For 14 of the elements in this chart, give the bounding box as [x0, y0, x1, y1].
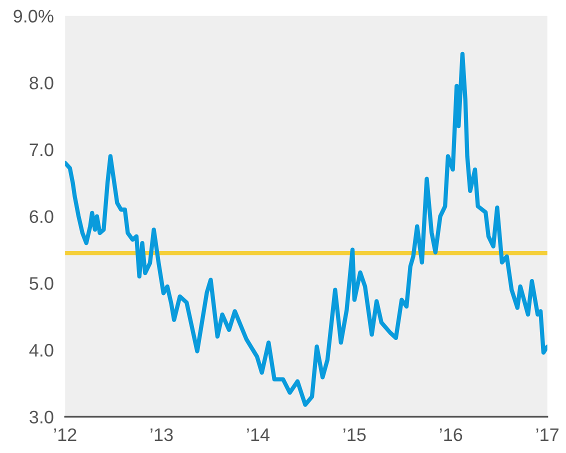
- y-tick-label: 8.0: [30, 76, 54, 90]
- y-tick-label: 5.0: [30, 277, 54, 290]
- y-tick-label: 9.0%: [14, 10, 54, 23]
- x-tick-label: ’13: [150, 428, 173, 442]
- x-tick-label: ’17: [536, 428, 558, 441]
- y-tick-label: 3.0: [30, 410, 54, 424]
- y-tick-label: 7.0: [30, 143, 54, 156]
- x-tick-label: ’15: [344, 428, 366, 442]
- x-tick-label: ’12: [54, 428, 76, 441]
- line-series: [65, 52, 548, 407]
- x-tick-label: ’16: [440, 428, 462, 442]
- y-tick-label: 6.0: [30, 210, 54, 224]
- x-tick-label: ’14: [247, 428, 270, 441]
- y-tick-label: 4.0: [29, 344, 54, 357]
